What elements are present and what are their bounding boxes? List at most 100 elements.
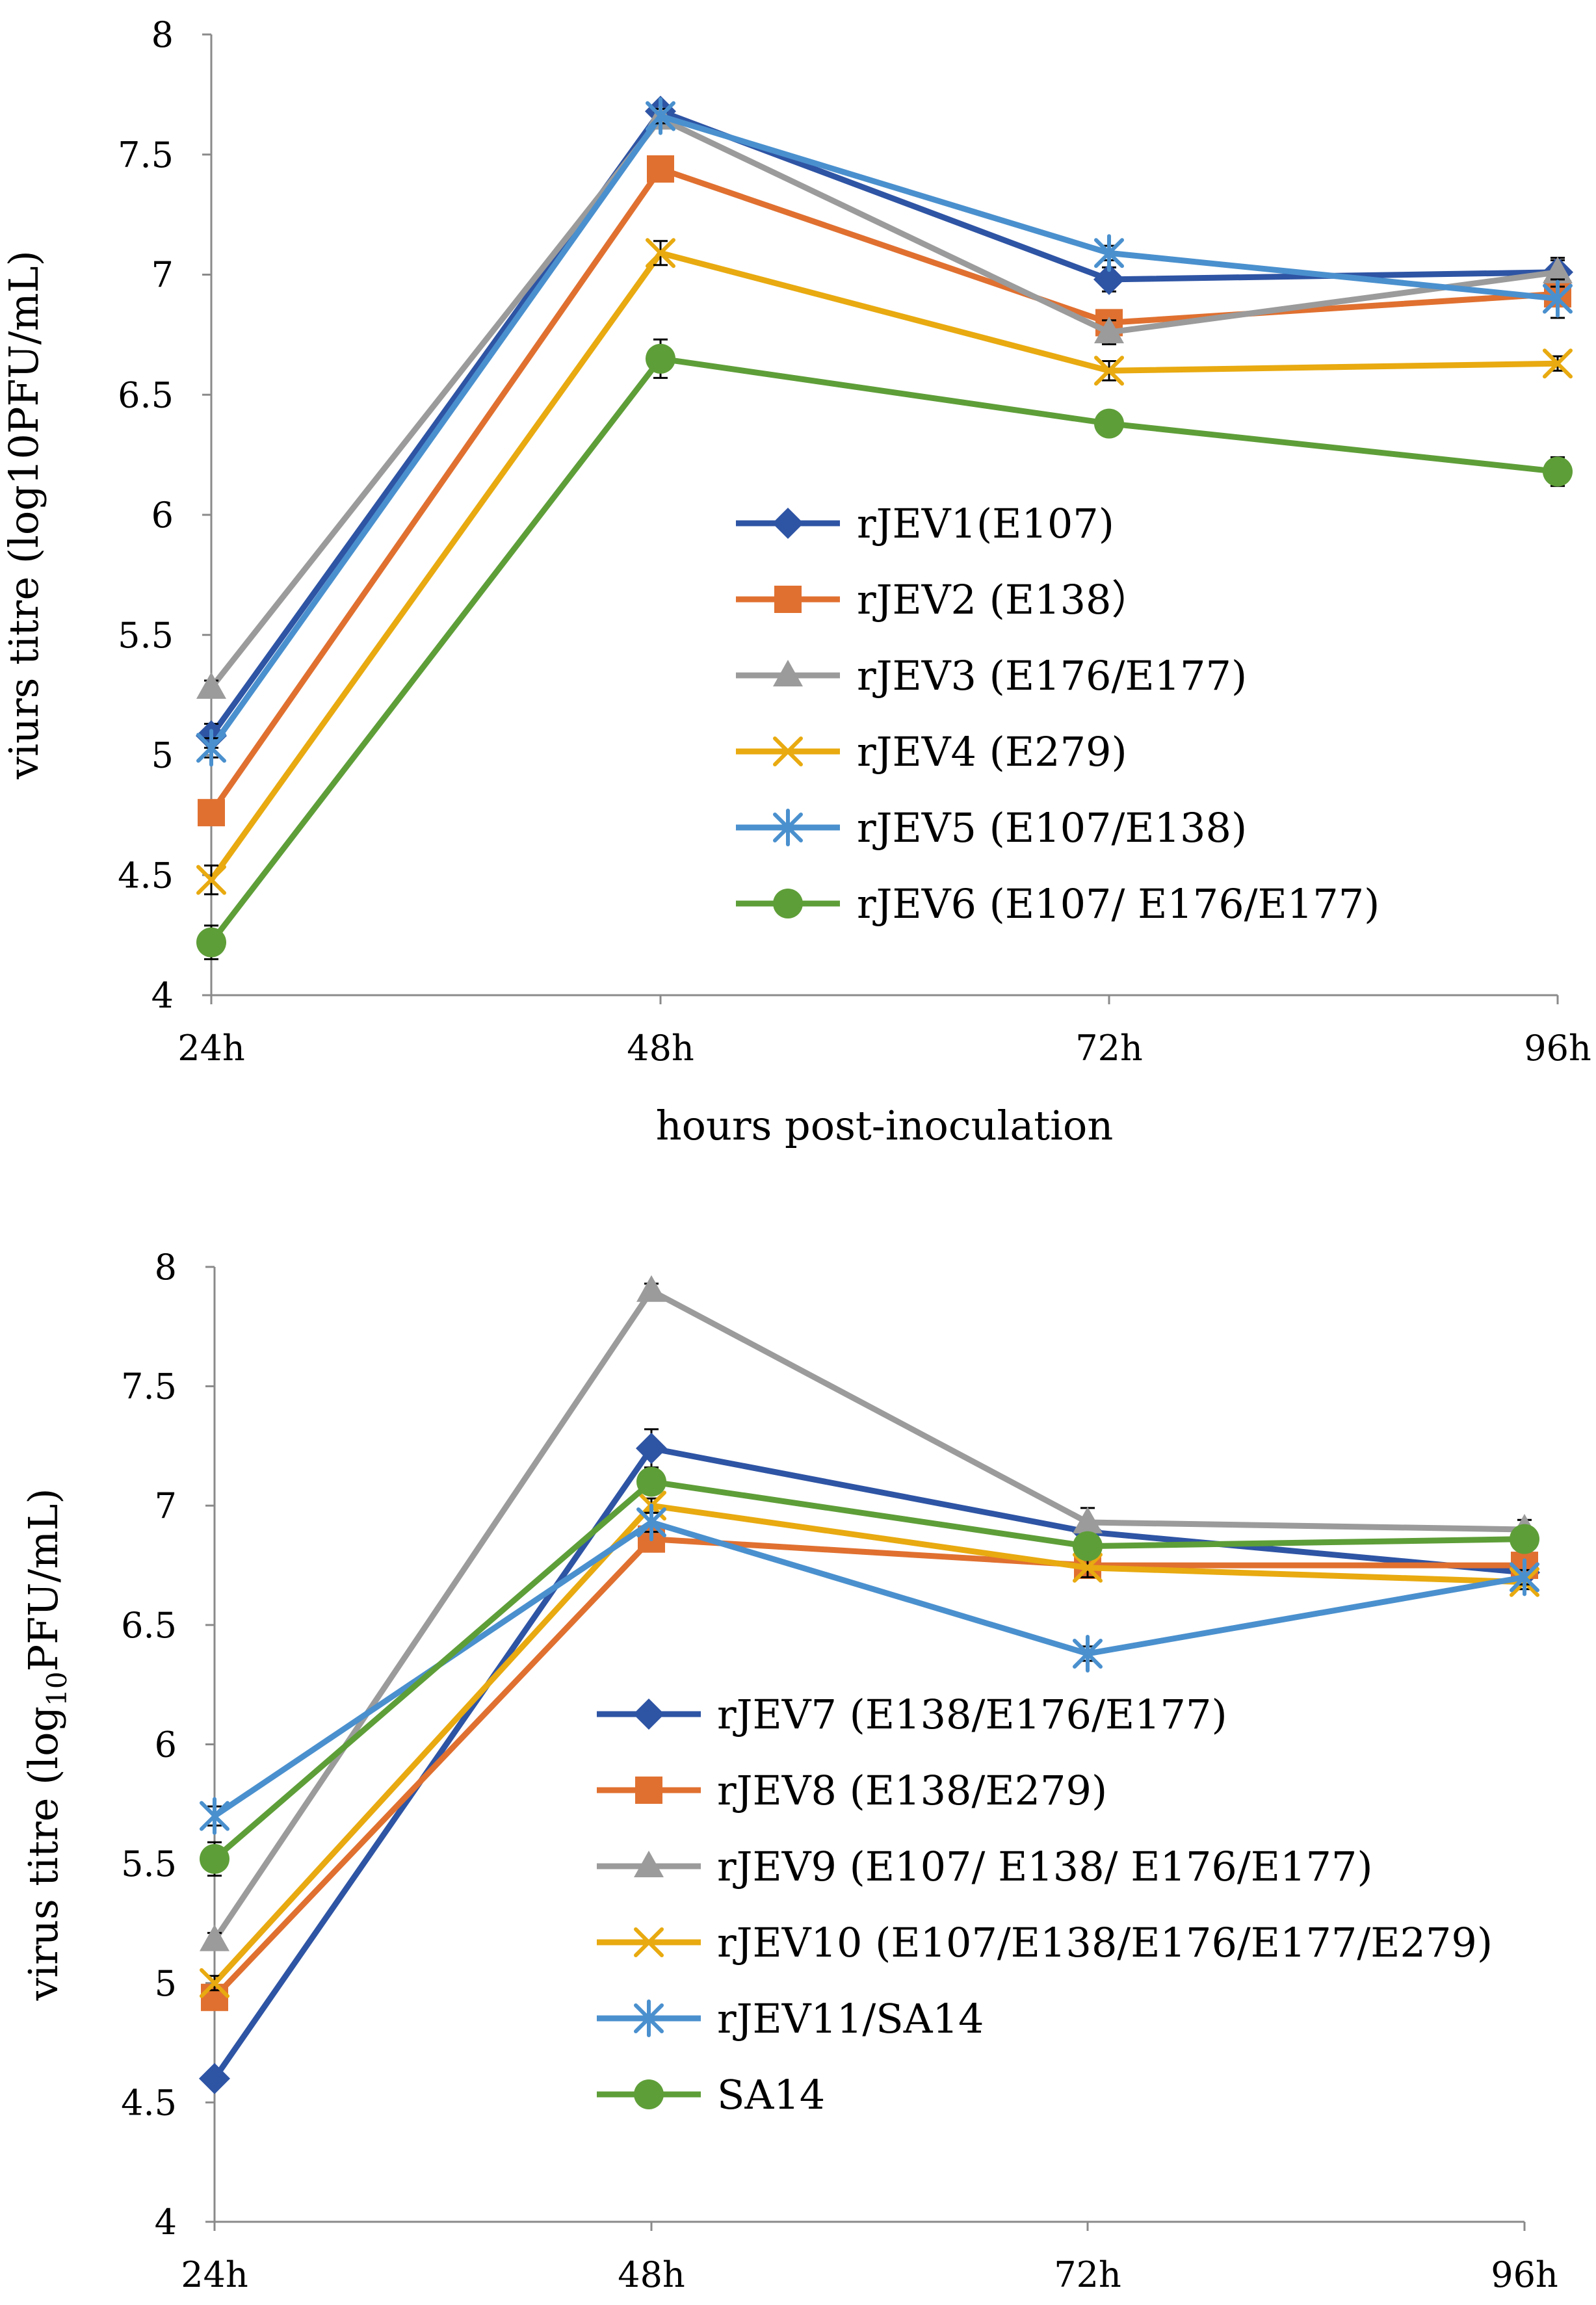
legend-item: rJEV2 (E138） <box>736 576 1151 623</box>
y-tick-label: 6.5 <box>121 1605 177 1646</box>
data-point <box>646 343 675 374</box>
legend-item: rJEV5 (E107/E138) <box>736 804 1247 852</box>
legend-label: SA14 <box>717 2071 825 2118</box>
legend-item: rJEV10 (E107/E138/E176/E177/E279) <box>597 1919 1493 1966</box>
x-tick-label: 24h <box>177 1028 245 1069</box>
y-tick-label: 5.5 <box>118 615 174 656</box>
data-point <box>200 1843 229 1874</box>
y-tick-label: 8 <box>155 1247 177 1288</box>
y-tick-label: 4.5 <box>121 2082 177 2123</box>
series-line <box>208 356 1561 946</box>
legend: rJEV7 (E138/E176/E177) rJEV8 (E138/E279) r… <box>597 1691 1493 2118</box>
data-point <box>1073 1552 1103 1583</box>
legend-marker <box>774 586 802 613</box>
data-point <box>1543 256 1573 283</box>
legend-item: rJEV4 (E279) <box>736 728 1127 775</box>
series-line <box>208 108 1561 739</box>
data-point <box>636 1503 666 1541</box>
x-tick-label: 48h <box>627 1028 694 1069</box>
data-point <box>200 1797 229 1835</box>
legend-marker <box>634 1927 664 1957</box>
legend-item: rJEV3 (E176/E177) <box>736 652 1247 699</box>
series-line <box>208 166 1561 816</box>
data-point <box>200 1968 229 1998</box>
x-axis-title: hours post-inoculation <box>656 1102 1114 1149</box>
data-point <box>198 799 225 827</box>
legend-label: rJEV7 (E138/E176/E177) <box>717 1691 1227 1738</box>
data-point <box>1073 1506 1103 1533</box>
y-tick-label: 6.5 <box>118 374 174 415</box>
data-point <box>1543 348 1573 379</box>
data-point <box>647 155 674 183</box>
y-axis-title: viurs titre (log10PFU/mL) <box>0 250 47 780</box>
data-point <box>1073 1634 1103 1673</box>
series-line <box>208 113 1561 751</box>
series-2 <box>198 155 1571 827</box>
y-tick-label: 4 <box>151 975 174 1016</box>
data-point <box>646 97 675 135</box>
legend-marker <box>773 809 803 846</box>
legend-label: rJEV9 (E107/ E138/ E176/E177) <box>717 1843 1373 1890</box>
y-tick-label: 8 <box>151 14 174 55</box>
legend-marker <box>773 660 803 686</box>
data-point <box>636 1433 667 1465</box>
legend-label: rJEV1(E107) <box>857 500 1114 547</box>
legend: rJEV1(E107) rJEV2 (E138） rJEV3 (E176/E177)… <box>736 500 1380 928</box>
data-point <box>196 927 226 957</box>
data-point <box>1094 356 1124 386</box>
data-point <box>1094 234 1124 272</box>
series-line <box>211 1502 1528 1986</box>
y-tick-label: 5.5 <box>121 1843 177 1884</box>
series-6 <box>200 1466 1539 1877</box>
legend-item: rJEV9 (E107/ E138/ E176/E177) <box>597 1843 1373 1890</box>
data-point <box>1093 263 1125 295</box>
data-point <box>200 1924 229 1951</box>
legend-marker <box>773 889 803 918</box>
legend-item: rJEV6 (E107/ E176/E177) <box>736 880 1380 928</box>
legend-marker <box>634 1851 664 1877</box>
chart-1: 4 4.5 5 5.5 6 6.5 7 7.5 8 24h 48h 72h 96h hours post-… <box>0 14 1591 1149</box>
data-point <box>1094 317 1124 344</box>
legend-label: rJEV8 (E138/E279) <box>717 1767 1107 1814</box>
data-point <box>636 1275 666 1302</box>
legend-label: rJEV3 (E176/E177) <box>857 652 1247 699</box>
y-tick-label: 7.5 <box>121 1366 177 1407</box>
legend-marker <box>633 1699 664 1730</box>
legend-marker <box>634 2079 664 2109</box>
y-tick-label: 5 <box>151 735 174 776</box>
data-point <box>196 672 226 699</box>
x-tick-label: 96h <box>1524 1028 1591 1069</box>
series-line <box>211 1445 1528 2082</box>
x-tick-label: 48h <box>618 2254 685 2295</box>
legend-label: rJEV2 (E138） <box>857 576 1151 623</box>
x-tick-label: 24h <box>181 2254 248 2295</box>
series-line <box>211 1288 1528 1944</box>
legend-marker <box>634 1999 664 2037</box>
data-point <box>199 2063 230 2094</box>
x-tick-label: 72h <box>1075 1028 1143 1069</box>
y-tick-label: 5 <box>155 1963 177 2004</box>
legend-marker <box>773 736 803 766</box>
series-line <box>208 115 1561 691</box>
legend-label: rJEV6 (E107/ E176/E177) <box>857 880 1380 928</box>
y-tick-label: 6 <box>155 1725 177 1765</box>
data-point <box>1094 408 1124 439</box>
legend-label: rJEV5 (E107/E138) <box>857 804 1247 852</box>
data-point <box>1073 1531 1103 1561</box>
legend-item: rJEV1(E107) <box>736 500 1114 547</box>
legend-marker <box>772 508 804 539</box>
x-tick-label: 72h <box>1054 2254 1121 2295</box>
legend-item: SA14 <box>597 2071 825 2118</box>
data-point <box>196 729 226 767</box>
y-tick-label: 7 <box>151 255 174 296</box>
y-tick-label: 6 <box>151 495 174 536</box>
y-tick-label: 4 <box>155 2202 177 2243</box>
legend-label: rJEV10 (E107/E138/E176/E177/E279) <box>717 1919 1493 1966</box>
data-point <box>646 238 675 268</box>
legend-item: rJEV7 (E138/E176/E177) <box>597 1691 1227 1738</box>
legend-item: rJEV11/SA14 <box>597 1995 984 2042</box>
series-4 <box>196 238 1573 896</box>
data-point <box>1510 1558 1539 1596</box>
